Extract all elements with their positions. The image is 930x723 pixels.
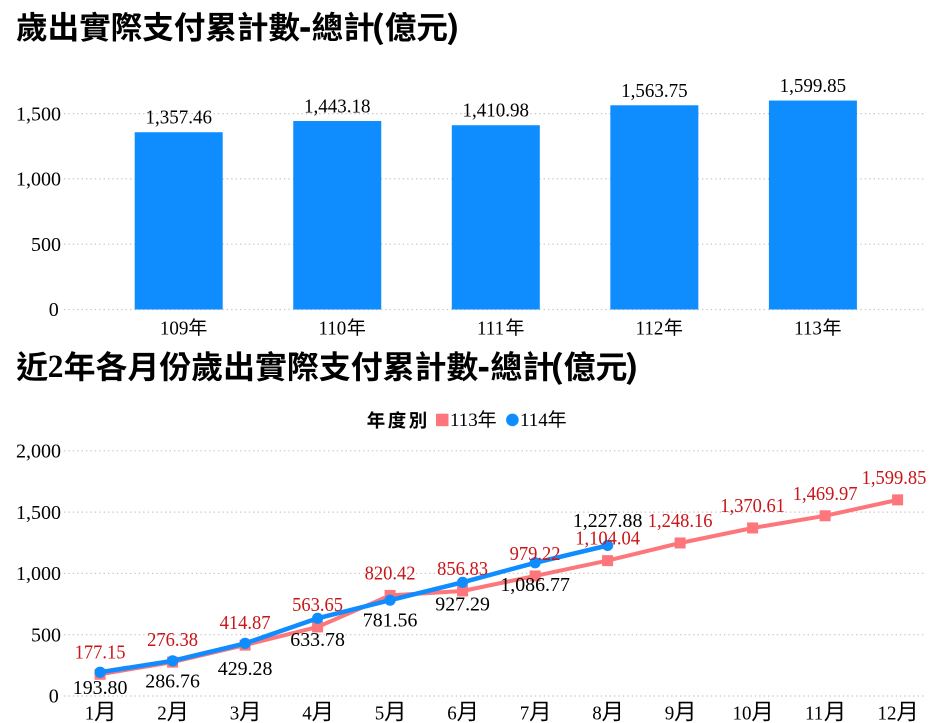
svg-text:6: 6 xyxy=(447,703,457,723)
svg-text:820.42: 820.42 xyxy=(365,563,416,585)
svg-text:429.28: 429.28 xyxy=(218,658,273,680)
svg-text:414.87: 414.87 xyxy=(220,613,271,635)
svg-text:1,443.18: 1,443.18 xyxy=(304,96,370,118)
svg-text:7: 7 xyxy=(520,703,530,723)
svg-text:2: 2 xyxy=(48,347,64,384)
svg-text:1,410.98: 1,410.98 xyxy=(463,100,529,122)
svg-text:1,227.88: 1,227.88 xyxy=(573,510,643,532)
svg-text:500: 500 xyxy=(31,624,61,646)
svg-text:1,000: 1,000 xyxy=(16,563,61,585)
svg-text:5: 5 xyxy=(375,703,384,723)
svg-text:112: 112 xyxy=(636,318,664,340)
svg-text:2,000: 2,000 xyxy=(16,441,61,463)
svg-text:111: 111 xyxy=(477,318,504,340)
svg-text:1,469.97: 1,469.97 xyxy=(793,483,858,505)
svg-text:113: 113 xyxy=(450,410,478,431)
svg-text:8: 8 xyxy=(592,703,601,723)
svg-text:3: 3 xyxy=(230,703,239,723)
svg-text:0: 0 xyxy=(49,299,59,321)
svg-text:1,500: 1,500 xyxy=(16,502,61,524)
svg-text:927.29: 927.29 xyxy=(435,593,490,615)
svg-text:500: 500 xyxy=(31,234,61,256)
svg-text:1,248.16: 1,248.16 xyxy=(648,511,713,533)
svg-text:1,599.85: 1,599.85 xyxy=(780,76,846,98)
svg-text:1,000: 1,000 xyxy=(16,169,61,191)
svg-text:0: 0 xyxy=(49,686,59,708)
svg-text:286.76: 286.76 xyxy=(145,670,200,692)
svg-text:1,563.75: 1,563.75 xyxy=(621,80,687,102)
svg-text:1,086.77: 1,086.77 xyxy=(500,574,570,596)
svg-text:979.22: 979.22 xyxy=(510,544,561,566)
svg-text:193.80: 193.80 xyxy=(73,677,128,699)
svg-text:12: 12 xyxy=(877,703,896,723)
svg-text:1,104.04: 1,104.04 xyxy=(575,528,640,550)
svg-text:1,599.85: 1,599.85 xyxy=(862,467,927,489)
svg-text:9: 9 xyxy=(665,703,674,723)
svg-text:1,357.46: 1,357.46 xyxy=(145,107,212,129)
svg-text:4: 4 xyxy=(302,703,312,723)
svg-text:633.78: 633.78 xyxy=(290,629,345,651)
svg-text:109: 109 xyxy=(160,318,188,340)
svg-text:11: 11 xyxy=(805,703,823,723)
svg-text:1,500: 1,500 xyxy=(16,103,61,125)
svg-text:276.38: 276.38 xyxy=(147,630,198,652)
svg-text:856.83: 856.83 xyxy=(437,559,488,581)
svg-text:10: 10 xyxy=(732,703,751,723)
svg-text:177.15: 177.15 xyxy=(75,642,126,664)
svg-text:113: 113 xyxy=(794,318,822,340)
svg-text:110: 110 xyxy=(318,318,346,340)
svg-text:1: 1 xyxy=(85,703,94,723)
svg-text:114: 114 xyxy=(520,410,548,431)
svg-text:781.56: 781.56 xyxy=(363,609,418,631)
svg-text:2: 2 xyxy=(157,703,166,723)
svg-text:1,370.61: 1,370.61 xyxy=(720,496,785,518)
svg-text:563.65: 563.65 xyxy=(292,594,343,616)
